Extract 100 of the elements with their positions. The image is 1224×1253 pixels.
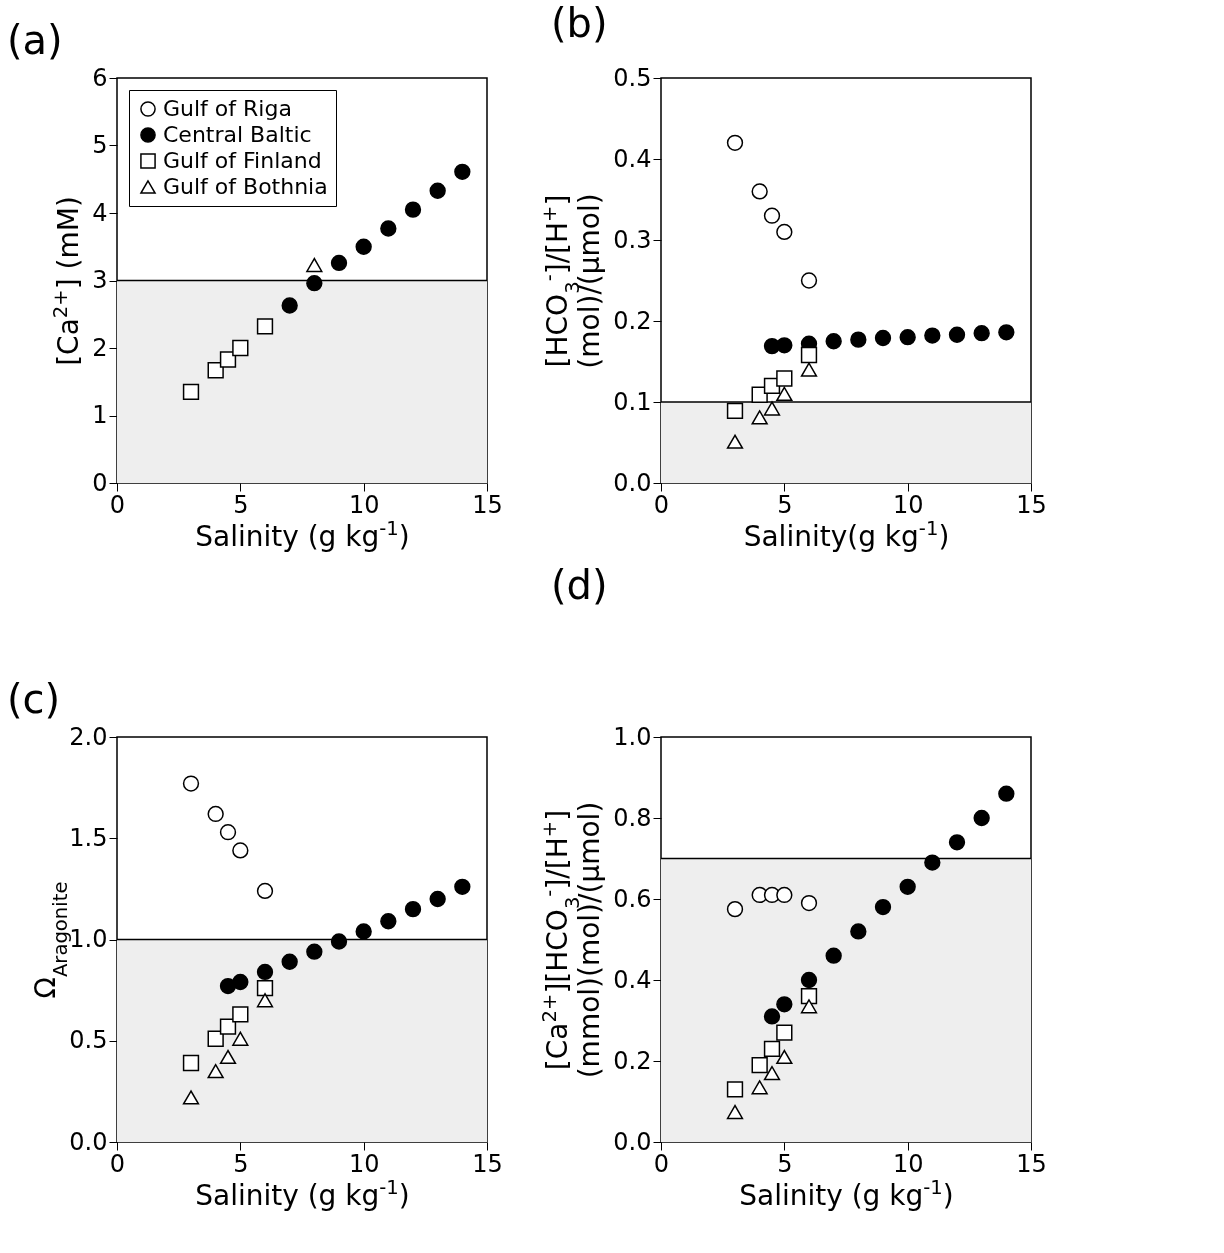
point <box>281 297 298 314</box>
point <box>256 318 274 335</box>
point <box>973 809 990 827</box>
point <box>182 1054 200 1072</box>
y-tick-label: 0.2 <box>613 306 652 335</box>
chart-title: (b) <box>551 0 608 47</box>
point <box>306 943 323 960</box>
point <box>380 220 397 237</box>
point <box>998 324 1015 341</box>
point <box>726 402 744 420</box>
x-tick-label: 5 <box>233 1149 249 1178</box>
x-axis-title: Salinity (g kg$^{-1}$) <box>195 516 410 553</box>
legend-label: Gulf of Finland <box>163 148 322 173</box>
x-tick-label: 0 <box>653 490 670 519</box>
point <box>973 325 990 342</box>
point <box>429 182 446 199</box>
point <box>899 329 916 346</box>
point <box>776 1049 793 1065</box>
y-tick-label: 2.0 <box>69 722 108 751</box>
chart-title: (c) <box>7 676 61 722</box>
y-tick-label: 0.8 <box>613 803 652 832</box>
point <box>850 331 867 348</box>
point <box>726 1081 744 1098</box>
point <box>776 337 793 354</box>
chart-title: (d) <box>551 561 608 608</box>
point <box>998 785 1015 802</box>
legend-label: Central Baltic <box>163 122 312 147</box>
point <box>355 923 372 940</box>
point <box>256 963 274 981</box>
point <box>800 362 818 377</box>
y-tick-label: 0 <box>92 468 108 497</box>
y-tick-label: 0.4 <box>613 144 652 173</box>
y-tick-label: 0.5 <box>69 1026 108 1055</box>
y-tick-label: 3 <box>92 266 108 294</box>
y-tick-label: 4 <box>92 198 108 227</box>
point <box>726 434 744 449</box>
point <box>776 1024 793 1041</box>
x-tick-label: 15 <box>1016 1149 1047 1178</box>
chart-title: (a) <box>7 17 63 63</box>
point <box>763 1008 781 1025</box>
y-tick-label: 0.0 <box>613 1127 652 1156</box>
point <box>948 834 966 851</box>
point <box>874 898 892 916</box>
x-tick-label: 5 <box>233 490 249 519</box>
point <box>825 333 842 350</box>
x-tick-label: 5 <box>777 1149 793 1178</box>
point <box>256 993 274 1008</box>
point <box>726 900 744 918</box>
x-axis-title: Salinity (g kg$^{-1}$) <box>195 1175 410 1212</box>
point <box>776 386 793 402</box>
point <box>232 339 249 357</box>
y-tick-label: 0.5 <box>613 63 652 92</box>
point <box>776 886 793 904</box>
point <box>429 890 446 908</box>
point <box>454 878 471 895</box>
point <box>825 947 842 964</box>
x-tick-label: 5 <box>777 490 793 519</box>
point <box>207 1030 224 1047</box>
point <box>800 894 818 912</box>
point <box>924 854 941 871</box>
x-tick-label: 10 <box>892 1149 924 1178</box>
point <box>924 327 941 344</box>
x-tick-label: 10 <box>348 490 380 519</box>
point <box>850 923 867 940</box>
x-tick-label: 10 <box>348 1149 380 1178</box>
point <box>355 238 372 255</box>
x-tick-label: 15 <box>472 1149 503 1178</box>
point <box>404 201 422 218</box>
point <box>454 163 471 180</box>
y-tick-label: 1.5 <box>69 823 108 852</box>
y-tick-label: 1 <box>92 401 108 429</box>
point <box>232 1031 249 1046</box>
x-tick-label: 15 <box>1016 490 1047 519</box>
y-tick-label: 0.0 <box>69 1127 108 1156</box>
point <box>219 1018 237 1035</box>
point <box>404 900 422 918</box>
point <box>874 329 892 347</box>
x-tick-label: 15 <box>472 490 503 519</box>
point <box>763 1040 781 1058</box>
point <box>800 346 818 364</box>
point <box>281 953 298 970</box>
point <box>776 996 793 1013</box>
point <box>380 913 397 930</box>
point <box>207 1063 224 1079</box>
y-tick-label: 6 <box>92 63 108 92</box>
x-axis-title: Salinity (g kg$^{-1}$) <box>739 1175 954 1212</box>
point <box>800 971 818 989</box>
point <box>306 275 323 292</box>
point <box>306 257 323 273</box>
y-tick-label: 0.2 <box>613 1046 652 1075</box>
point <box>182 1090 200 1105</box>
point <box>763 1065 781 1081</box>
y-tick-label: 5 <box>92 131 108 159</box>
point <box>219 1049 237 1065</box>
y-tick-label: 0.1 <box>613 387 652 416</box>
legend-label: Gulf of Riga <box>163 96 292 121</box>
point <box>751 1080 768 1095</box>
point <box>330 933 348 950</box>
y-tick-label: 2 <box>92 333 108 362</box>
point <box>232 973 249 991</box>
